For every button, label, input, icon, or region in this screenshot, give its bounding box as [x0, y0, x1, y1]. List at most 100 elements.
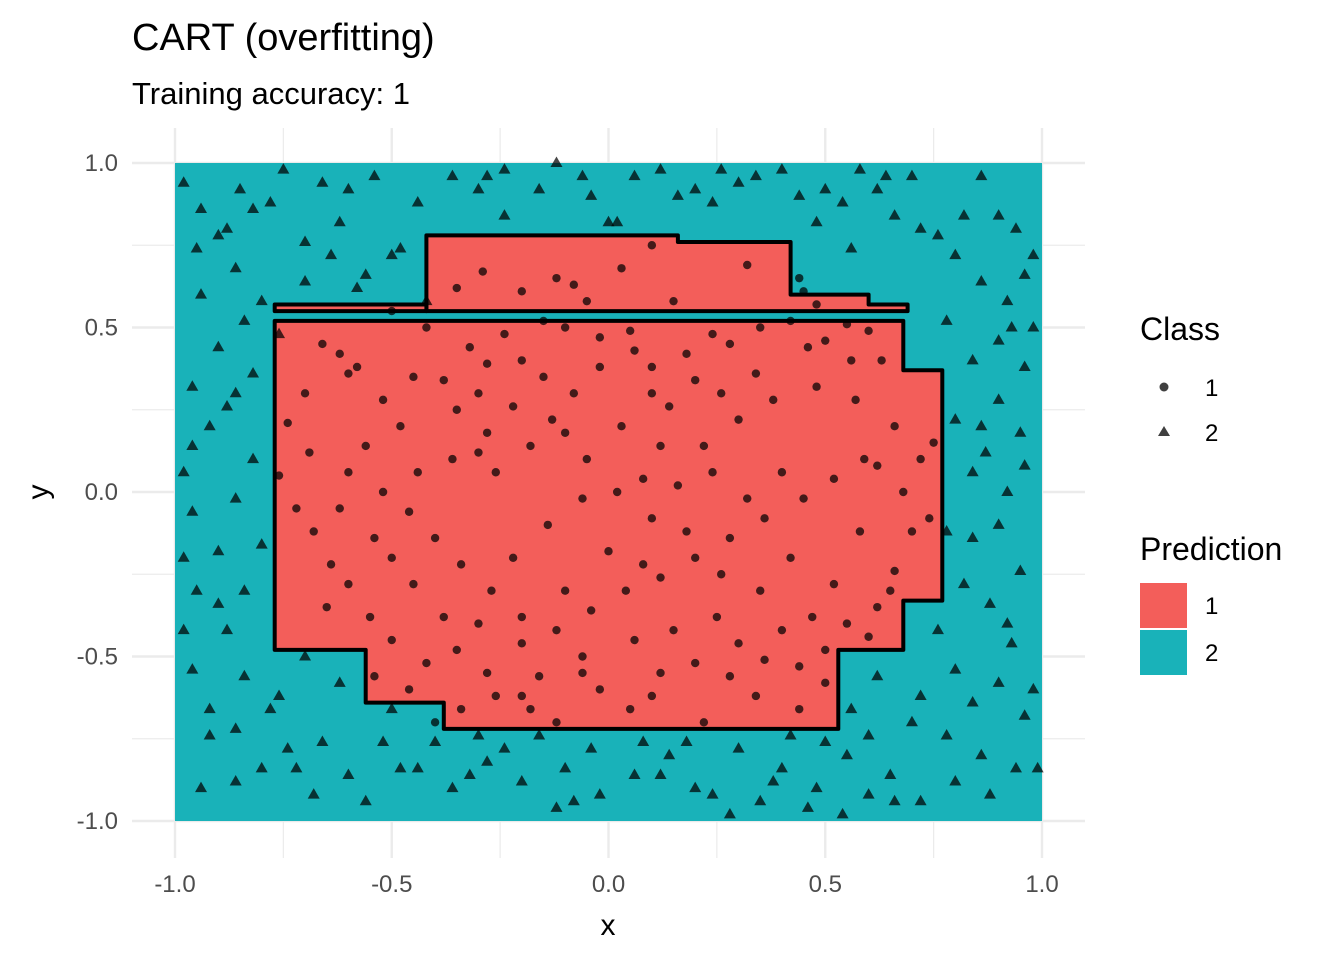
point-class-2-111 — [732, 742, 745, 753]
point-class-2-4 — [247, 202, 260, 214]
point-class-2-67 — [307, 788, 320, 799]
point-class-1-131 — [491, 468, 500, 477]
point-class-1-110 — [712, 612, 722, 622]
point-class-2-5 — [277, 163, 290, 174]
point-class-1-16 — [318, 339, 327, 349]
point-class-2-87 — [385, 248, 398, 260]
point-class-2-30 — [1001, 294, 1014, 306]
point-class-2-172 — [888, 794, 901, 806]
point-class-2-48 — [914, 794, 927, 806]
point-class-1-132 — [829, 579, 839, 589]
point-class-2-65 — [377, 735, 390, 747]
chart-title: CART (overfitting) — [132, 17, 435, 59]
point-class-2-72 — [186, 663, 199, 674]
point-class-2-14 — [533, 182, 546, 194]
point-class-1-13 — [422, 323, 431, 332]
point-class-1-133 — [855, 527, 865, 536]
y-tick-label-4: 1.0 — [85, 150, 118, 177]
point-class-1-75 — [890, 566, 899, 576]
point-class-2-53 — [775, 761, 788, 773]
point-class-1-137 — [708, 329, 717, 339]
point-class-1-84 — [725, 533, 735, 543]
point-class-2-97 — [940, 314, 953, 325]
point-class-1-104 — [673, 481, 683, 490]
point-class-2-33 — [1005, 321, 1018, 332]
point-class-2-100 — [966, 465, 979, 477]
point-class-2-60 — [559, 761, 572, 773]
point-class-1-31 — [786, 316, 795, 326]
point-class-2-127 — [247, 452, 260, 464]
point-class-2-124 — [238, 584, 251, 595]
point-class-1-143 — [322, 602, 331, 612]
point-class-2-142 — [463, 768, 476, 779]
point-class-2-117 — [429, 735, 442, 747]
point-class-2-35 — [992, 393, 1005, 404]
point-class-1-117 — [404, 685, 414, 694]
point-class-1-51 — [305, 448, 314, 457]
point-class-1-162 — [717, 570, 726, 579]
point-class-2-70 — [229, 722, 242, 733]
point-class-2-115 — [533, 728, 546, 740]
point-class-2-132 — [325, 248, 338, 260]
y-axis-label: y — [22, 485, 55, 500]
point-class-1-149 — [734, 639, 743, 648]
legend-prediction: Prediction 1 2 — [1140, 531, 1282, 675]
point-class-2-160 — [871, 182, 884, 194]
point-class-1-81 — [829, 474, 839, 484]
point-class-2-181 — [186, 439, 199, 450]
point-class-2-96 — [992, 209, 1005, 220]
point-class-1-164 — [699, 718, 709, 727]
point-class-1-105 — [708, 468, 717, 477]
point-class-2-27 — [914, 222, 927, 233]
axis-ticks: -1.0 -0.5 0.0 0.5 1.0 -1.0 -0.5 0.0 0.5 1.0 — [77, 150, 1059, 898]
legend-prediction-label-1: 1 — [1205, 593, 1218, 620]
point-class-1-11 — [812, 300, 821, 309]
point-class-2-105 — [914, 689, 927, 700]
point-class-1-52 — [283, 418, 292, 428]
point-class-2-120 — [299, 650, 312, 661]
point-class-1-15 — [387, 306, 396, 316]
point-class-1-18 — [378, 395, 388, 405]
point-class-2-118 — [385, 702, 398, 714]
region-class-1-1 — [424, 233, 910, 314]
point-class-2-20 — [689, 182, 702, 194]
point-class-1-140 — [465, 343, 474, 352]
point-class-1-124 — [647, 514, 657, 523]
point-class-2-133 — [351, 281, 364, 293]
point-class-2-85 — [299, 235, 312, 246]
point-class-1-14 — [452, 283, 461, 293]
point-class-2-61 — [515, 775, 528, 786]
point-class-1-1 — [517, 287, 526, 296]
point-class-2-11 — [446, 169, 459, 181]
point-class-1-28 — [682, 349, 691, 359]
point-class-2-163 — [1009, 222, 1022, 233]
point-class-2-69 — [255, 761, 268, 773]
point-class-1-4 — [617, 264, 626, 273]
point-class-2-180 — [212, 597, 225, 608]
point-class-2-153 — [411, 195, 424, 207]
point-class-2-13 — [498, 163, 511, 174]
point-class-2-24 — [819, 182, 832, 194]
point-class-1-158 — [474, 448, 483, 457]
point-class-1-26 — [625, 326, 635, 335]
point-class-1-113 — [578, 652, 587, 661]
point-class-2-109 — [819, 735, 832, 747]
point-class-2-134 — [1027, 682, 1040, 694]
point-class-2-99 — [949, 413, 962, 424]
point-class-2-50 — [862, 788, 875, 799]
point-class-1-119 — [474, 619, 483, 628]
data-points — [177, 156, 1044, 819]
point-class-1-99 — [439, 375, 448, 385]
point-class-1-129 — [595, 362, 605, 372]
point-class-1-72 — [821, 645, 830, 655]
point-class-2-103 — [931, 623, 944, 635]
legend-class-circle-key — [1159, 382, 1169, 392]
point-class-1-151 — [808, 612, 817, 622]
point-class-1-114 — [534, 672, 544, 681]
point-class-2-21 — [715, 163, 728, 174]
point-class-1-157 — [560, 428, 570, 437]
point-class-1-47 — [448, 454, 457, 464]
point-class-1-115 — [491, 691, 500, 701]
point-class-1-57 — [344, 579, 353, 589]
